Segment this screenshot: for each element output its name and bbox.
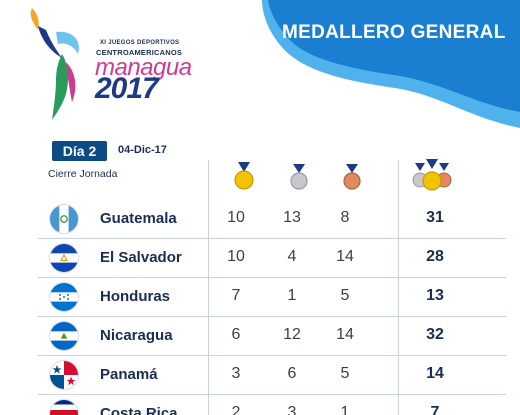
- bronze-count: 5: [340, 365, 350, 382]
- total-count: 7: [430, 404, 440, 415]
- total-count: 28: [426, 248, 444, 265]
- column-divider: [398, 160, 399, 415]
- page-title: MEDALLERO GENERAL: [282, 22, 506, 43]
- silver-count: 6: [287, 365, 297, 382]
- gold-count: 7: [231, 287, 241, 304]
- day-badge: Día 2: [52, 141, 107, 161]
- silver-count: 4: [287, 248, 297, 265]
- bronze-count: 14: [336, 248, 354, 265]
- table-row: El Salvador 10 4 14 28: [38, 239, 506, 278]
- bronze-count: 5: [340, 287, 350, 304]
- costa-rica-flag-icon: [50, 400, 78, 415]
- country-name: Guatemala: [100, 210, 177, 227]
- silver-count: 1: [287, 287, 297, 304]
- bronze-medal-icon: [343, 164, 361, 190]
- bronze-count: 14: [336, 326, 354, 343]
- gold-count: 2: [231, 404, 241, 415]
- table-row: Honduras 7 1 5 13: [38, 278, 506, 317]
- table-row: Panamá 3 6 5 14: [38, 356, 506, 395]
- event-city: managua: [95, 54, 192, 81]
- bronze-count: 8: [340, 209, 350, 226]
- country-name: Nicaragua: [100, 327, 173, 344]
- country-name: El Salvador: [100, 249, 182, 266]
- bronze-count: 1: [340, 404, 350, 415]
- gold-count: 6: [231, 326, 241, 343]
- event-year: 2017: [95, 72, 159, 105]
- total-count: 31: [426, 209, 444, 226]
- event-name-line1: XI JUEGOS DEPORTIVOS: [100, 40, 180, 46]
- nicaragua-flag-icon: [50, 322, 78, 350]
- day-note: Cierre Jornada: [48, 168, 118, 180]
- total-count: 14: [426, 365, 444, 382]
- total-count: 13: [426, 287, 444, 304]
- column-divider: [208, 160, 209, 415]
- gold-count: 10: [227, 248, 245, 265]
- table-row: Guatemala 10 13 8 31: [38, 200, 506, 239]
- gold-medal-icon: [234, 162, 254, 190]
- silver-count: 13: [283, 209, 301, 226]
- guatemala-flag-icon: [50, 205, 78, 233]
- gold-count: 3: [231, 365, 241, 382]
- header-wave-background: [262, 0, 520, 128]
- total-medals-icon: [412, 159, 452, 191]
- day-date: 04-Dic-17: [118, 144, 167, 156]
- table-row: Nicaragua 6 12 14 32: [38, 317, 506, 356]
- gold-count: 10: [227, 209, 245, 226]
- country-name: Costa Rica: [100, 405, 178, 415]
- silver-medal-icon: [290, 164, 308, 190]
- table-row: Costa Rica 2 3 1 7: [38, 395, 506, 415]
- event-name-line2: CENTROAMERICANOS: [96, 48, 183, 57]
- silver-count: 12: [283, 326, 301, 343]
- country-name: Panamá: [100, 366, 158, 383]
- event-logo-icon: [30, 8, 79, 120]
- panama-flag-icon: [50, 361, 78, 389]
- total-count: 32: [426, 326, 444, 343]
- country-name: Honduras: [100, 288, 171, 305]
- silver-count: 3: [287, 404, 297, 415]
- el-salvador-flag-icon: [50, 244, 78, 272]
- honduras-flag-icon: [50, 283, 78, 311]
